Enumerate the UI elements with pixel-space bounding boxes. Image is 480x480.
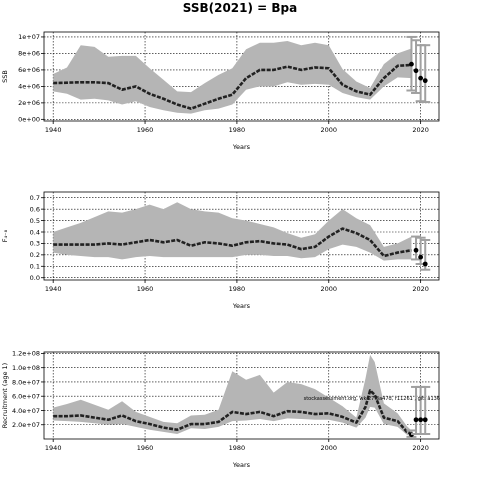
y-tick-label: 0.2 xyxy=(30,251,40,259)
figure-title: SSB(2021) = Bpa xyxy=(183,1,298,15)
estimate-line xyxy=(53,63,412,110)
x-tick-label: 1960 xyxy=(137,285,154,293)
y-tick-label: 0.4 xyxy=(30,228,40,236)
x-tick-label: 1940 xyxy=(45,444,62,452)
plot-area xyxy=(53,202,431,271)
x-tick-label: 1940 xyxy=(45,126,62,134)
plot-frame xyxy=(43,191,440,281)
data-point xyxy=(418,254,424,260)
y-tick-label: 0.1 xyxy=(30,263,40,271)
chart-panel-2: 1940 1960 1980 2000 2020 0.0 0.1 0.2 0.3 0.4 0.5 0.… xyxy=(1,191,440,310)
y-tick-label: 2.0e+07 xyxy=(12,421,40,429)
data-point xyxy=(418,75,424,81)
chart-panel-1: 1940 1960 1980 2000 2020 0e+00 2e+06 4e+06 6e+06… xyxy=(1,31,440,151)
data-point xyxy=(422,78,428,84)
x-tick-label: 1980 xyxy=(229,444,246,452)
plot-area xyxy=(53,35,431,114)
y-tick-label: 1.2e+08 xyxy=(12,350,40,358)
y-tick-label: 6.0e+07 xyxy=(12,393,40,401)
x-tick-label: 2000 xyxy=(320,126,337,134)
x-tick-label: 2020 xyxy=(412,126,429,134)
y-tick-label: 8.0e+07 xyxy=(12,378,40,386)
y-tick-label: 0.0 xyxy=(30,274,40,282)
source-annotation: stockassessment.org, wk.27.3a47d, r11261… xyxy=(304,396,440,402)
y-tick-label: 4e+06 xyxy=(18,83,40,91)
y-axis-label: F₄₋₈ xyxy=(1,229,9,242)
y-tick-label: 1.0e+08 xyxy=(12,364,40,372)
data-point xyxy=(418,417,424,423)
plot-frame xyxy=(43,351,440,440)
y-tick-label: 0.5 xyxy=(30,217,40,225)
y-tick-label: 2e+06 xyxy=(18,99,40,107)
y-tick-label: 0.6 xyxy=(30,205,40,213)
x-tick-label: 1960 xyxy=(137,126,154,134)
y-tick-label: 8e+06 xyxy=(18,50,40,58)
x-tick-label: 1980 xyxy=(229,285,246,293)
x-tick-label: 1980 xyxy=(229,126,246,134)
y-tick-label: 6e+06 xyxy=(18,66,40,74)
y-axis-label: Recruitment (age 1) xyxy=(1,363,9,428)
confidence-band xyxy=(53,41,412,114)
y-tick-label: 0.7 xyxy=(30,194,40,202)
x-tick-label: 2000 xyxy=(320,285,337,293)
x-tick-label: 1960 xyxy=(137,444,154,452)
x-axis-label: Years xyxy=(232,461,251,469)
y-tick-label: 1e+07 xyxy=(18,33,40,41)
data-point xyxy=(413,68,419,74)
confidence-band xyxy=(53,354,412,437)
estimate-line xyxy=(53,389,412,436)
data-point xyxy=(422,417,428,423)
chart-panel-3: 1940 1960 1980 2000 2020 2.0e+07 4.0e+07 6.0e+0… xyxy=(1,350,440,469)
x-tick-label: 2020 xyxy=(412,444,429,452)
y-axis-label: SSB xyxy=(1,70,9,83)
data-point xyxy=(413,247,419,253)
plot-frame xyxy=(43,31,440,122)
plot-area xyxy=(53,354,431,438)
confidence-band xyxy=(53,202,412,261)
x-tick-label: 2020 xyxy=(412,285,429,293)
data-point xyxy=(422,261,428,267)
x-tick-label: 2000 xyxy=(320,444,337,452)
y-tick-label: 0.3 xyxy=(30,240,40,248)
panels: 1940 1960 1980 2000 2020 0e+00 2e+06 4e+06 6e+06… xyxy=(1,31,440,469)
data-point xyxy=(409,61,414,67)
x-axis-label: Years xyxy=(232,143,251,151)
x-tick-label: 1940 xyxy=(45,285,62,293)
data-point xyxy=(413,417,419,423)
y-tick-label: 0e+00 xyxy=(18,116,40,124)
y-tick-label: 4.0e+07 xyxy=(12,407,40,415)
x-axis-label: Years xyxy=(232,302,251,310)
estimate-line xyxy=(53,227,412,258)
